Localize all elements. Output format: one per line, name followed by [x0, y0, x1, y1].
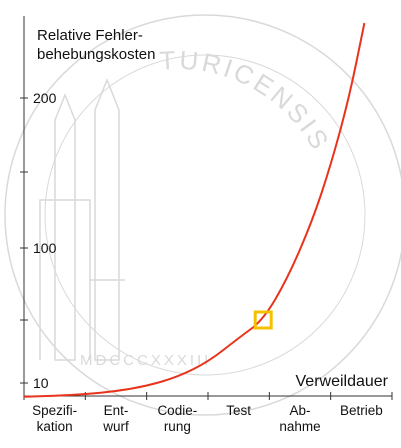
x-category-label: Test: [226, 403, 251, 418]
series-group: [23, 22, 366, 398]
y-tick-label: 10: [33, 375, 49, 391]
seal-outer-ring: [4, 14, 401, 416]
seal-tower-right: [90, 77, 125, 361]
seal-tower-left: [39, 92, 91, 361]
y-axis-label: Relative Fehler-behebungskosten: [37, 27, 155, 63]
watermark-seal: TURICENSIS MDCCCXXXIII: [4, 14, 401, 416]
x-category-label: Ab-nahme: [279, 403, 320, 434]
x-categories: Spezifi-kation Ent-wurf Codie-rung Test Ab-n…: [23, 392, 393, 434]
seal-roman-numerals: MDCCCXXXIII: [80, 352, 211, 369]
series-line: [23, 22, 366, 398]
x-category-label: Betrieb: [340, 403, 383, 418]
x-category-label: Spezifi-kation: [32, 403, 77, 434]
y-ticks: 10 100 200: [20, 90, 57, 391]
highlight-group: [253, 310, 273, 330]
highlight-marker: [253, 310, 273, 330]
x-category-label: Codie-rung: [157, 403, 197, 434]
seal-lettering: TURICENSIS: [159, 45, 337, 157]
seal-inner-ring: [44, 54, 366, 376]
y-tick-label: 200: [33, 90, 57, 106]
x-category-label: Ent-wurf: [102, 403, 129, 434]
x-axis-label: Verweildauer: [296, 373, 389, 390]
y-tick-label: 100: [33, 240, 57, 256]
